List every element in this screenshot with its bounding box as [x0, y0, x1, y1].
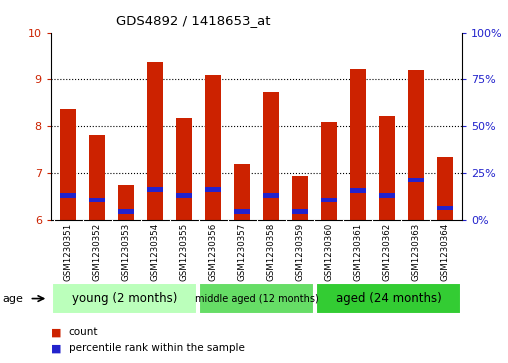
- Bar: [60, 193, 76, 197]
- Bar: [234, 164, 250, 220]
- Text: young (2 months): young (2 months): [72, 292, 177, 305]
- Bar: [379, 193, 395, 197]
- Text: GSM1230354: GSM1230354: [150, 223, 160, 281]
- Text: percentile rank within the sample: percentile rank within the sample: [69, 343, 244, 354]
- Bar: [176, 118, 192, 220]
- Text: GSM1230351: GSM1230351: [64, 223, 73, 281]
- Bar: [52, 283, 197, 314]
- Bar: [147, 62, 163, 220]
- Bar: [118, 184, 134, 220]
- Text: ■: ■: [51, 343, 61, 354]
- Text: aged (24 months): aged (24 months): [336, 292, 441, 305]
- Bar: [147, 187, 163, 192]
- Bar: [205, 187, 221, 192]
- Text: count: count: [69, 327, 98, 337]
- Bar: [437, 205, 453, 210]
- Text: GSM1230355: GSM1230355: [180, 223, 188, 281]
- Bar: [292, 209, 308, 213]
- Bar: [234, 209, 250, 213]
- Text: GSM1230361: GSM1230361: [354, 223, 363, 281]
- Text: GSM1230353: GSM1230353: [121, 223, 131, 281]
- Text: GSM1230357: GSM1230357: [238, 223, 246, 281]
- Bar: [205, 75, 221, 220]
- Text: GSM1230358: GSM1230358: [267, 223, 275, 281]
- Bar: [408, 178, 424, 182]
- Text: GSM1230360: GSM1230360: [325, 223, 333, 281]
- Text: GSM1230359: GSM1230359: [296, 223, 304, 281]
- Bar: [350, 188, 366, 192]
- Text: age: age: [3, 294, 23, 303]
- Text: GSM1230364: GSM1230364: [440, 223, 450, 281]
- Bar: [408, 70, 424, 220]
- Bar: [321, 197, 337, 202]
- Bar: [263, 193, 279, 197]
- Text: GSM1230352: GSM1230352: [92, 223, 102, 281]
- Bar: [350, 69, 366, 220]
- Text: middle aged (12 months): middle aged (12 months): [195, 294, 319, 303]
- Text: GSM1230362: GSM1230362: [383, 223, 392, 281]
- Bar: [176, 193, 192, 197]
- Bar: [263, 92, 279, 220]
- Bar: [379, 116, 395, 220]
- Text: ■: ■: [51, 327, 61, 337]
- Bar: [60, 109, 76, 220]
- Bar: [292, 176, 308, 220]
- Bar: [199, 283, 314, 314]
- Bar: [89, 135, 105, 220]
- Text: GSM1230363: GSM1230363: [411, 223, 421, 281]
- Bar: [316, 283, 461, 314]
- Bar: [118, 209, 134, 213]
- Bar: [437, 156, 453, 220]
- Text: GDS4892 / 1418653_at: GDS4892 / 1418653_at: [116, 15, 270, 28]
- Bar: [89, 197, 105, 202]
- Text: GSM1230356: GSM1230356: [209, 223, 217, 281]
- Bar: [321, 122, 337, 220]
